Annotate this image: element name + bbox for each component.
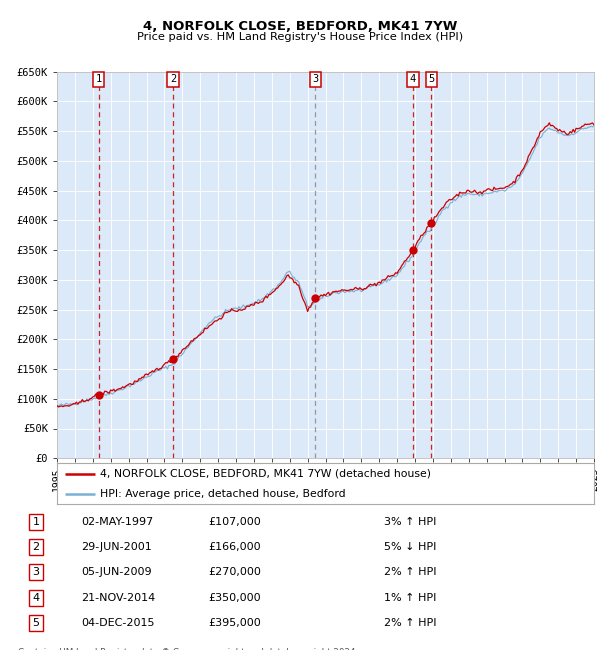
Text: HPI: Average price, detached house, Bedford: HPI: Average price, detached house, Bedf… bbox=[100, 489, 346, 499]
Text: 21-NOV-2014: 21-NOV-2014 bbox=[81, 593, 155, 603]
Text: 3: 3 bbox=[312, 74, 319, 85]
Text: 1: 1 bbox=[95, 74, 102, 85]
Text: 1% ↑ HPI: 1% ↑ HPI bbox=[384, 593, 436, 603]
Text: 5: 5 bbox=[32, 618, 40, 628]
Text: £350,000: £350,000 bbox=[208, 593, 261, 603]
Text: £166,000: £166,000 bbox=[208, 542, 261, 552]
Text: 2: 2 bbox=[32, 542, 40, 552]
Text: 3: 3 bbox=[32, 567, 40, 577]
Text: 5: 5 bbox=[428, 74, 434, 85]
Text: £270,000: £270,000 bbox=[208, 567, 261, 577]
Text: 04-DEC-2015: 04-DEC-2015 bbox=[81, 618, 155, 628]
Text: Contains HM Land Registry data © Crown copyright and database right 2024.: Contains HM Land Registry data © Crown c… bbox=[18, 649, 358, 650]
Text: Price paid vs. HM Land Registry's House Price Index (HPI): Price paid vs. HM Land Registry's House … bbox=[137, 32, 463, 42]
Text: 4, NORFOLK CLOSE, BEDFORD, MK41 7YW: 4, NORFOLK CLOSE, BEDFORD, MK41 7YW bbox=[143, 20, 457, 32]
Text: 3% ↑ HPI: 3% ↑ HPI bbox=[384, 517, 436, 526]
Text: 2: 2 bbox=[170, 74, 176, 85]
Text: 4, NORFOLK CLOSE, BEDFORD, MK41 7YW (detached house): 4, NORFOLK CLOSE, BEDFORD, MK41 7YW (det… bbox=[100, 469, 431, 478]
Text: 29-JUN-2001: 29-JUN-2001 bbox=[81, 542, 152, 552]
Text: 5% ↓ HPI: 5% ↓ HPI bbox=[384, 542, 436, 552]
Text: 05-JUN-2009: 05-JUN-2009 bbox=[81, 567, 152, 577]
Text: 4: 4 bbox=[410, 74, 416, 85]
Text: 1: 1 bbox=[32, 517, 40, 526]
Text: 02-MAY-1997: 02-MAY-1997 bbox=[81, 517, 153, 526]
Text: £395,000: £395,000 bbox=[208, 618, 261, 628]
Text: £107,000: £107,000 bbox=[208, 517, 261, 526]
Text: 2% ↑ HPI: 2% ↑ HPI bbox=[384, 567, 437, 577]
Text: 2% ↑ HPI: 2% ↑ HPI bbox=[384, 618, 437, 628]
Text: 4: 4 bbox=[32, 593, 40, 603]
